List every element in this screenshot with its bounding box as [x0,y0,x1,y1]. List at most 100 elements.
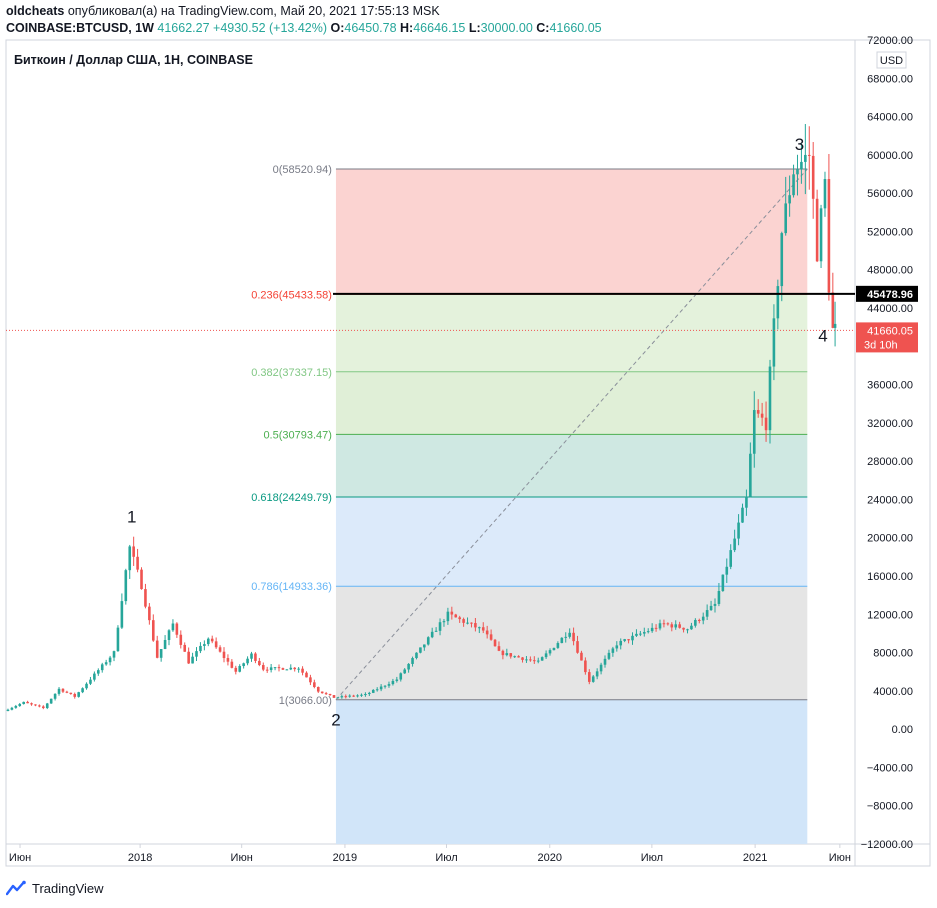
candle-body [261,665,265,670]
candle-body [831,292,835,328]
candle-body [371,689,375,693]
candle-body [14,705,18,708]
candle-body [827,179,831,293]
candle-body [686,629,689,631]
candle-body [564,636,568,638]
candle-body [387,684,391,686]
candle-body [336,697,340,699]
open-value: 46450.78 [344,21,397,35]
x-tick-label: 2019 [333,852,357,864]
candle-body [450,611,454,615]
x-tick-label: 2020 [537,852,561,864]
candle-body [615,645,619,649]
candle-body [611,648,615,653]
candle-body [273,667,277,669]
candle-body [756,410,760,414]
candle-body [717,591,721,604]
candle-body [552,647,556,651]
candle-body [497,646,501,651]
candle-body [140,569,143,590]
candle-body [148,606,151,621]
candle-body [458,617,461,620]
candle-body [234,667,238,672]
candle-body [639,633,642,635]
candle-body [364,694,367,696]
candle-body [737,522,740,539]
candle-body [517,656,520,658]
fib-retracement[interactable]: 0(58520.94) 0.236(45433.58) 0.382(37337.15… [251,164,808,844]
candle-body [6,709,10,711]
candle-body [772,318,776,367]
x-tick-label: Июн [829,852,851,864]
x-tick-label: 2021 [743,852,767,864]
fib-level-label-0.382: 0.382(37337.15) [251,367,332,379]
close-value: 41660.05 [549,21,602,35]
chart-title: Биткоин / Доллар США, 1H, COINBASE [14,53,253,67]
wave-label-4[interactable]: 4 [818,327,827,346]
candle-body [281,668,285,670]
candle-body [293,667,297,670]
candle-body [10,707,14,710]
candle-body [584,660,587,673]
fib-level-label-0.236: 0.236(45433.58) [251,289,332,301]
author-name[interactable]: oldcheats [6,4,65,18]
fib-level-label-0: 0(58520.94) [273,164,332,176]
y-tick-label: −12000.00 [861,839,913,851]
candle-body [45,703,49,709]
candle-body [151,620,155,641]
candle-body [807,154,811,156]
candle-body [320,691,324,694]
candle-body [61,688,65,692]
candle-body [462,619,465,623]
candle-body [580,652,583,661]
currency-badge[interactable] [876,51,907,69]
candle-body [568,632,571,637]
candle-body [796,169,799,175]
candle-body [501,650,505,656]
candle-body [167,630,171,641]
candle-body [705,610,709,617]
candle-body [42,706,45,709]
wave-label-2[interactable]: 2 [331,710,340,729]
candle-body [430,631,434,638]
time-axis[interactable]: Июн 2018 Июн 2019 Июл 2020 Июл 2021 Июн [9,844,851,864]
candle-body [195,651,198,657]
candle-body [81,688,84,693]
candle-body [576,641,579,653]
y-tick-label: 48000.00 [867,265,913,277]
chart-overlay: 1 2 3 4 [6,135,855,729]
candle-body [670,624,674,628]
x-tick-label: Июн [231,852,253,864]
candle-body [18,704,22,706]
candle-body [112,651,116,658]
candle-body [324,693,328,695]
tradingview-logo-icon [6,880,26,896]
chart-frame [5,39,931,867]
y-tick-label: 68000.00 [867,73,913,85]
candle-body [682,627,685,630]
candle-body [30,703,33,705]
candle-body [662,623,666,625]
candle-body [419,647,422,653]
candle-body [788,195,791,204]
candle-body [316,687,320,692]
wave-label-3[interactable]: 3 [795,135,804,154]
candle-body [833,323,837,328]
candle-body [183,644,187,652]
fib-level-label-1: 1(3066.00) [279,695,332,707]
wave-label-1[interactable]: 1 [127,507,136,526]
price-change: +4930.52 (+13.42%) [213,21,328,35]
fib-zone-0 [335,169,808,295]
candle-body [815,198,819,262]
candle-body [53,693,57,699]
candle-body [175,623,179,635]
fib-level-label-0.618: 0.618(24249.79) [251,492,332,504]
candle-body [588,672,591,682]
candle-body [250,653,253,659]
price-axis[interactable]: −12000.00 −8000.00 −4000.00 0.00 4000.00 8000… [856,35,918,851]
candle-body [187,651,190,664]
candle-body [709,605,713,611]
candle-body [489,634,493,640]
candle-body [635,633,638,636]
